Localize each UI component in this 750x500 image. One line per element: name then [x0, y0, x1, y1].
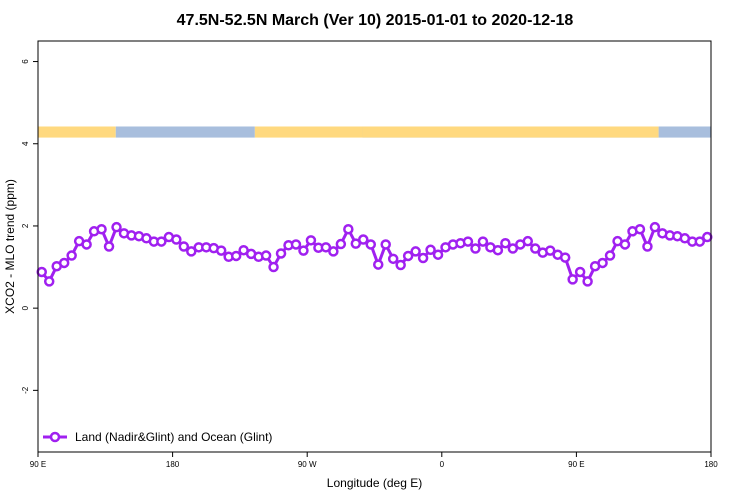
data-point	[387, 253, 399, 265]
data-point	[43, 276, 55, 287]
series-layer	[36, 221, 713, 287]
data-point	[477, 236, 489, 247]
data-point	[156, 236, 167, 247]
data-point	[230, 250, 242, 262]
data-point	[111, 221, 122, 233]
data-point	[597, 257, 608, 269]
data-point	[425, 244, 436, 256]
data-point	[365, 239, 377, 250]
x-tick-label: 90 W	[298, 460, 317, 469]
data-point	[559, 252, 571, 263]
plot-frame	[37, 40, 712, 453]
data-point	[186, 246, 197, 257]
data-point	[604, 250, 616, 261]
legend-entry-label: Land (Nadir&Glint) and Ocean (Glint)	[75, 430, 272, 444]
data-point	[470, 243, 481, 254]
data-point	[530, 243, 541, 254]
data-point	[410, 246, 421, 257]
x-tick-label: 180	[166, 460, 180, 469]
y-tick-label: 4	[21, 141, 30, 146]
data-point	[96, 223, 107, 235]
data-point	[290, 239, 302, 250]
band-segment-land	[254, 126, 363, 138]
y-tick-label: 2	[21, 223, 30, 228]
legend-marker-swatch	[49, 431, 61, 443]
x-axis-label: Longitude (deg E)	[327, 476, 422, 490]
data-point	[642, 241, 653, 252]
data-point	[335, 238, 347, 250]
band-segment-ocean	[115, 126, 255, 138]
x-tick-label: 90 E	[568, 460, 584, 469]
data-point	[694, 236, 706, 247]
data-point	[492, 244, 504, 256]
data-point	[702, 231, 713, 243]
data-point	[567, 274, 578, 285]
y-tick-label: 0	[21, 305, 30, 310]
data-point	[328, 246, 339, 257]
axes: 90 E 180 90 W 0 90 E 180 -2 0 2 4 6	[21, 59, 718, 469]
land-ocean-band	[38, 126, 711, 138]
x-tick-label: 180	[704, 460, 718, 469]
data-point	[358, 234, 369, 245]
data-point	[432, 249, 444, 260]
band-segment-ocean	[658, 126, 711, 138]
x-tick-label: 90 E	[30, 460, 46, 469]
data-point	[574, 266, 586, 278]
data-point	[298, 245, 309, 256]
data-point	[36, 266, 47, 278]
data-point	[649, 221, 661, 233]
data-point	[58, 257, 70, 269]
data-point	[619, 239, 631, 250]
data-point	[268, 261, 279, 273]
x-tick-label: 0	[440, 460, 445, 469]
data-point	[171, 234, 182, 245]
data-point	[500, 237, 511, 249]
data-point	[544, 245, 556, 256]
data-point	[522, 235, 534, 247]
band-segment-land	[362, 126, 659, 138]
data-point	[305, 235, 317, 246]
data-point	[66, 250, 77, 261]
data-point	[350, 238, 362, 249]
data-point	[402, 250, 414, 262]
data-point	[507, 243, 519, 254]
data-point	[178, 241, 190, 252]
data-point	[260, 250, 272, 261]
data-point	[215, 245, 227, 256]
chart-title: 47.5N-52.5N March (Ver 10) 2015-01-01 to…	[177, 12, 574, 29]
y-axis-label: XCO2 - MLO trend (ppm)	[3, 179, 17, 314]
band-segment-land	[38, 126, 116, 138]
data-point	[380, 239, 391, 250]
y-tick-label: 6	[21, 59, 30, 64]
data-point	[320, 242, 332, 253]
y-tick-label: -2	[21, 386, 30, 394]
data-point	[103, 241, 115, 252]
data-point	[81, 239, 92, 250]
data-point	[582, 276, 593, 287]
data-point	[462, 236, 474, 247]
legend: Land (Nadir&Glint) and Ocean (Glint)	[43, 430, 272, 444]
data-point	[634, 223, 646, 235]
data-point	[372, 259, 384, 270]
data-point	[395, 259, 406, 271]
data-point	[275, 248, 287, 259]
data-point	[417, 252, 429, 264]
data-point	[343, 223, 354, 235]
